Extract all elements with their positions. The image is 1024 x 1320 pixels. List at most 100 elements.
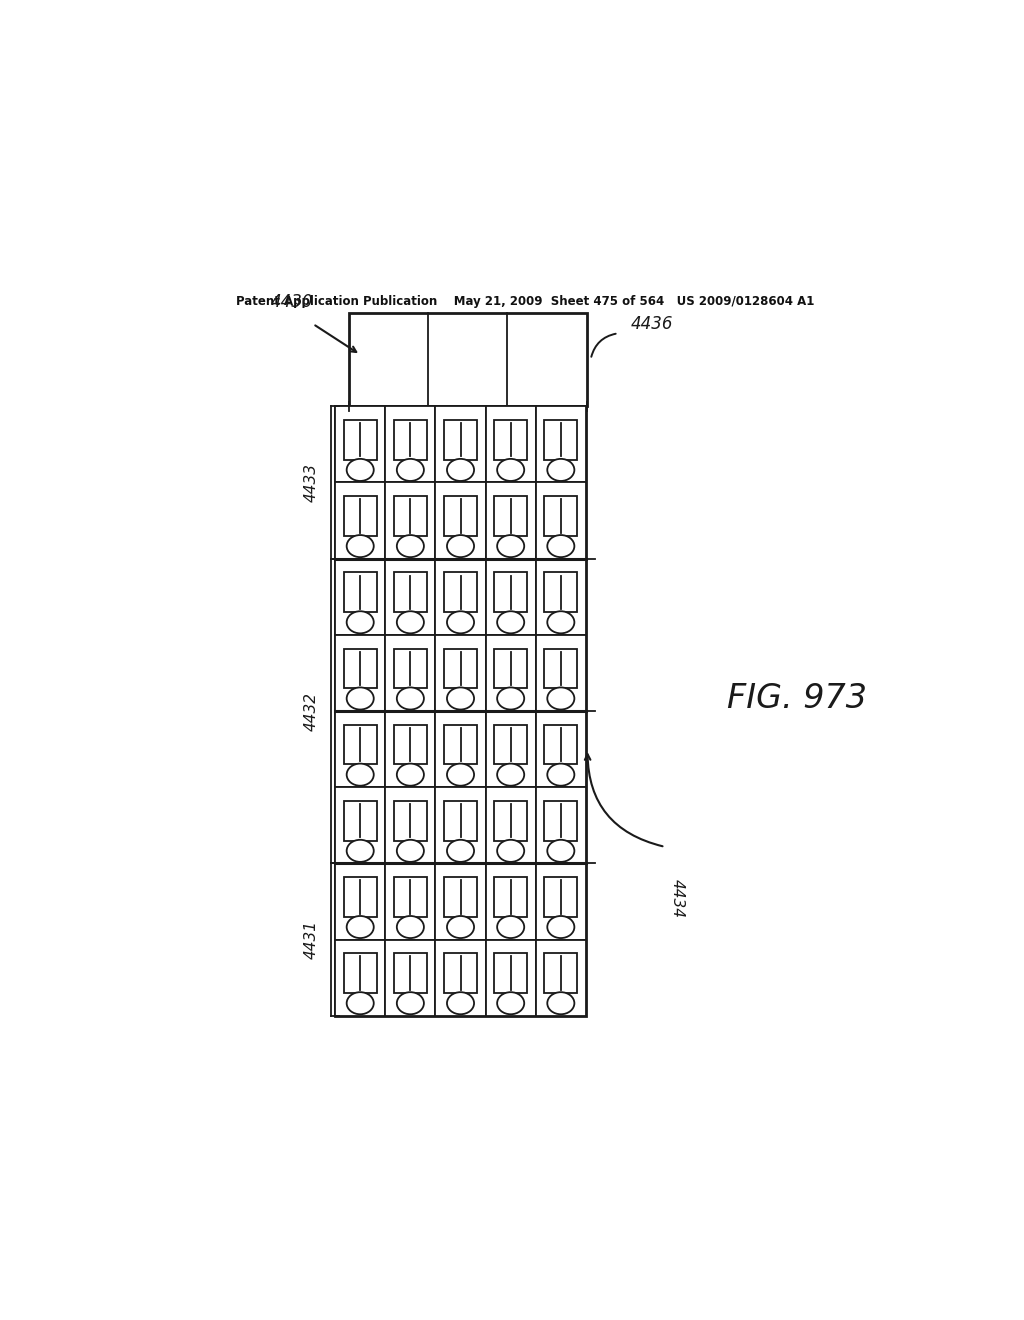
Bar [344, 496, 377, 536]
Ellipse shape [547, 535, 574, 557]
Bar [545, 725, 578, 764]
Bar [545, 648, 578, 688]
Ellipse shape [547, 459, 574, 480]
Bar [335, 407, 586, 1016]
Bar [385, 711, 435, 787]
Bar [335, 787, 385, 863]
Bar [545, 801, 578, 841]
Bar [394, 725, 427, 764]
Bar [536, 558, 586, 635]
Bar [495, 420, 527, 459]
Bar [385, 407, 435, 483]
Ellipse shape [397, 535, 424, 557]
Bar [385, 863, 435, 940]
Bar [495, 953, 527, 993]
Text: FIG. 973: FIG. 973 [727, 682, 867, 715]
Ellipse shape [347, 459, 374, 480]
Ellipse shape [397, 688, 424, 710]
Bar [335, 558, 385, 635]
Bar [335, 483, 385, 558]
Bar [485, 787, 536, 863]
Text: 4430: 4430 [270, 293, 313, 310]
Bar [536, 787, 586, 863]
Text: 4431: 4431 [304, 920, 318, 960]
Bar [385, 635, 435, 711]
Bar [485, 863, 536, 940]
Bar [344, 573, 377, 612]
Bar [536, 863, 586, 940]
Ellipse shape [497, 611, 524, 634]
Bar [385, 558, 435, 635]
Ellipse shape [347, 688, 374, 710]
Bar [545, 573, 578, 612]
Bar [485, 940, 536, 1016]
Bar [394, 573, 427, 612]
Bar [435, 787, 485, 863]
Bar [344, 953, 377, 993]
Bar [385, 483, 435, 558]
Bar [485, 558, 536, 635]
Bar [335, 940, 385, 1016]
Bar [394, 496, 427, 536]
Ellipse shape [547, 993, 574, 1014]
Bar [444, 648, 477, 688]
Bar [545, 876, 578, 917]
Ellipse shape [547, 916, 574, 939]
Ellipse shape [447, 916, 474, 939]
Ellipse shape [347, 993, 374, 1014]
Bar [335, 407, 385, 483]
Ellipse shape [497, 688, 524, 710]
Ellipse shape [397, 611, 424, 634]
Bar [495, 648, 527, 688]
Ellipse shape [497, 916, 524, 939]
Bar [344, 801, 377, 841]
Ellipse shape [547, 611, 574, 634]
Bar [385, 787, 435, 863]
Ellipse shape [547, 688, 574, 710]
Bar [545, 496, 578, 536]
Ellipse shape [497, 459, 524, 480]
Ellipse shape [397, 916, 424, 939]
Text: 4432: 4432 [304, 692, 318, 730]
Bar [435, 407, 485, 483]
Bar [435, 558, 485, 635]
Bar [444, 496, 477, 536]
Ellipse shape [447, 993, 474, 1014]
Ellipse shape [347, 916, 374, 939]
Bar [435, 863, 485, 940]
Text: 4433: 4433 [304, 463, 318, 502]
Bar [444, 725, 477, 764]
Bar [335, 711, 385, 787]
Ellipse shape [397, 993, 424, 1014]
Bar [335, 635, 385, 711]
Bar [435, 711, 485, 787]
Bar [536, 940, 586, 1016]
Bar [495, 801, 527, 841]
Bar [495, 876, 527, 917]
Bar [485, 635, 536, 711]
Bar [536, 711, 586, 787]
Bar [435, 483, 485, 558]
Ellipse shape [497, 993, 524, 1014]
Bar [536, 407, 586, 483]
Ellipse shape [447, 763, 474, 785]
Bar [495, 496, 527, 536]
Bar [348, 313, 587, 407]
Ellipse shape [447, 459, 474, 480]
Ellipse shape [547, 763, 574, 785]
Bar [444, 953, 477, 993]
Ellipse shape [397, 459, 424, 480]
Ellipse shape [347, 611, 374, 634]
Ellipse shape [347, 763, 374, 785]
Bar [485, 711, 536, 787]
Bar [545, 420, 578, 459]
Bar [435, 635, 485, 711]
Ellipse shape [347, 535, 374, 557]
Bar [344, 420, 377, 459]
Bar [444, 573, 477, 612]
Text: Patent Application Publication    May 21, 2009  Sheet 475 of 564   US 2009/01286: Patent Application Publication May 21, 2… [236, 296, 814, 308]
Ellipse shape [447, 688, 474, 710]
Bar [394, 876, 427, 917]
Ellipse shape [447, 535, 474, 557]
Bar [536, 483, 586, 558]
